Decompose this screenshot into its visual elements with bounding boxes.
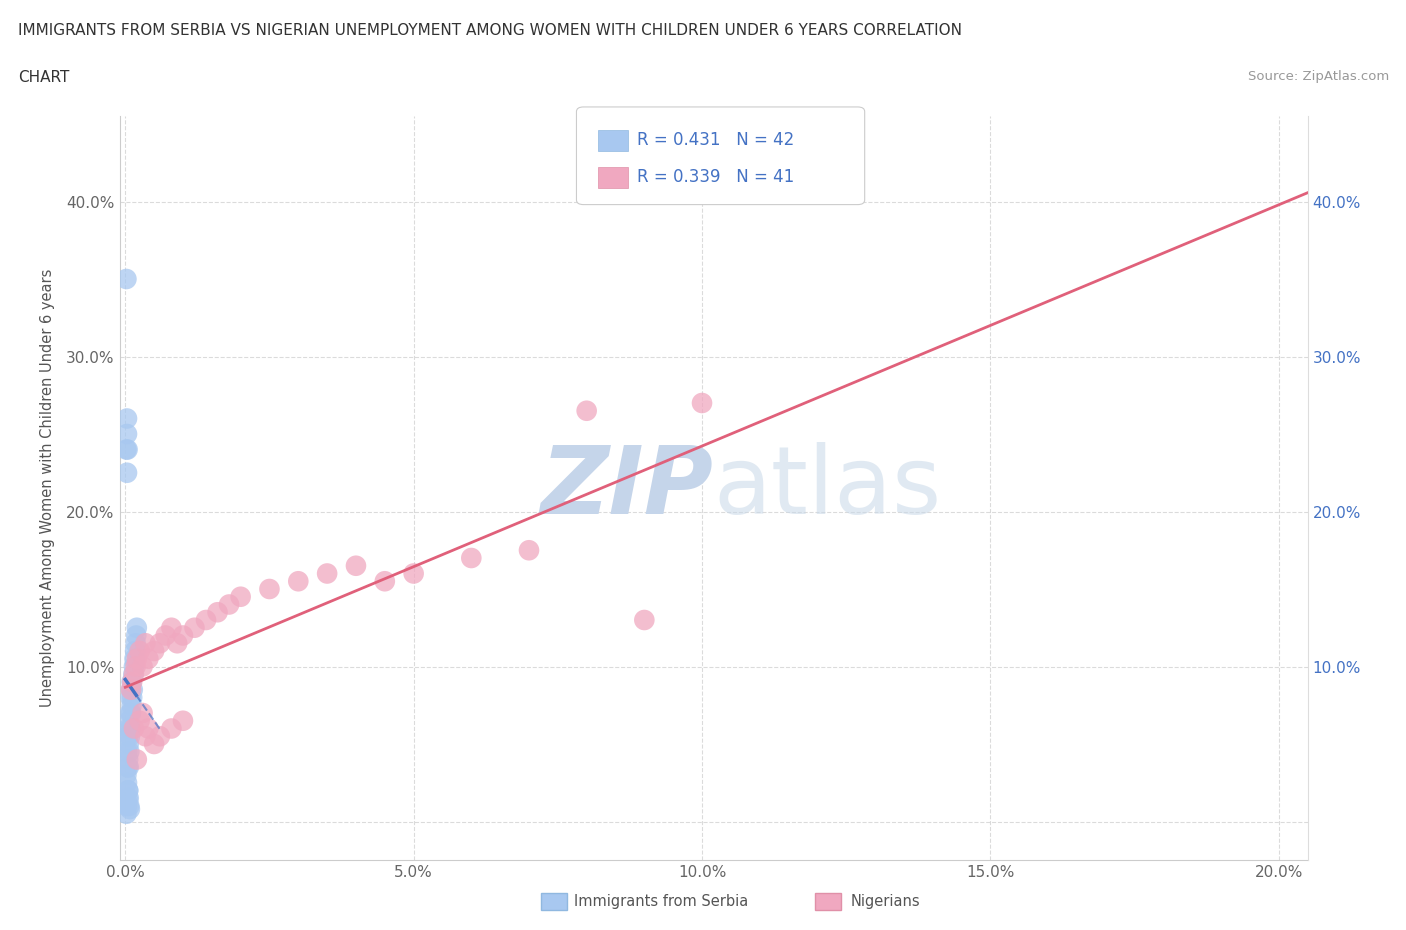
Point: [128, 713, 150, 728]
Point: [122, 721, 145, 736]
Point: [118, 799, 141, 814]
Point: [120, 683, 142, 698]
Point: [115, 799, 138, 814]
Point: [121, 690, 143, 705]
Point: [138, 651, 160, 666]
Point: [575, 404, 598, 418]
Point: [183, 620, 205, 635]
Point: [115, 776, 138, 790]
Text: Source: ZipAtlas.com: Source: ZipAtlas.com: [1249, 70, 1389, 83]
Point: [134, 729, 156, 744]
Point: [118, 802, 141, 817]
Point: [115, 272, 138, 286]
Point: [287, 574, 309, 589]
Point: [195, 613, 218, 628]
Text: Immigrants from Serbia: Immigrants from Serbia: [574, 894, 748, 909]
Point: [125, 651, 148, 666]
Text: ZIP: ZIP: [541, 443, 714, 534]
Point: [402, 566, 425, 581]
Point: [115, 806, 138, 821]
Point: [117, 783, 139, 798]
Point: [120, 690, 142, 705]
Point: [143, 644, 166, 658]
Point: [120, 721, 142, 736]
Point: [125, 752, 148, 767]
Point: [160, 721, 183, 736]
Point: [125, 620, 148, 635]
Point: [121, 683, 143, 698]
Point: [633, 613, 655, 628]
Point: [118, 760, 141, 775]
Point: [517, 543, 540, 558]
Point: [118, 706, 141, 721]
Point: [117, 752, 139, 767]
Point: [118, 790, 141, 805]
Point: [138, 721, 160, 736]
Point: [122, 667, 145, 682]
Point: [155, 628, 177, 643]
Point: [121, 674, 143, 689]
Point: [690, 395, 713, 410]
Point: [160, 620, 183, 635]
Point: [117, 783, 139, 798]
Point: [125, 628, 148, 643]
Text: R = 0.339   N = 41: R = 0.339 N = 41: [637, 168, 794, 186]
Point: [121, 698, 143, 712]
Point: [124, 659, 146, 674]
Point: [128, 644, 150, 658]
Point: [166, 636, 188, 651]
Point: [117, 442, 139, 457]
Point: [149, 636, 172, 651]
Point: [143, 737, 166, 751]
Point: [124, 636, 146, 651]
Point: [259, 581, 281, 596]
Point: [115, 411, 138, 426]
Text: Nigerians: Nigerians: [851, 894, 921, 909]
Point: [115, 442, 138, 457]
Point: [115, 744, 138, 759]
Point: [218, 597, 240, 612]
Point: [120, 706, 142, 721]
Point: [122, 659, 145, 674]
Point: [115, 767, 138, 782]
Point: [149, 729, 172, 744]
Point: [229, 590, 252, 604]
Point: [122, 667, 145, 682]
Point: [117, 721, 139, 736]
Point: [115, 465, 138, 480]
Point: [120, 683, 142, 698]
Point: [118, 729, 141, 744]
Point: [115, 427, 138, 442]
Point: [121, 674, 143, 689]
Point: [344, 558, 367, 573]
Point: [374, 574, 396, 589]
Point: [460, 551, 482, 565]
Point: [117, 760, 139, 775]
Point: [131, 659, 153, 674]
Point: [118, 744, 141, 759]
Text: R = 0.431   N = 42: R = 0.431 N = 42: [637, 131, 794, 149]
Text: CHART: CHART: [18, 70, 70, 85]
Point: [316, 566, 339, 581]
Point: [131, 706, 153, 721]
Point: [207, 604, 229, 619]
Text: atlas: atlas: [714, 443, 942, 534]
Point: [124, 644, 146, 658]
Text: IMMIGRANTS FROM SERBIA VS NIGERIAN UNEMPLOYMENT AMONG WOMEN WITH CHILDREN UNDER : IMMIGRANTS FROM SERBIA VS NIGERIAN UNEMP…: [18, 23, 962, 38]
Point: [172, 713, 194, 728]
Point: [118, 737, 141, 751]
Point: [118, 713, 141, 728]
Point: [124, 651, 146, 666]
Point: [134, 636, 156, 651]
Point: [117, 729, 139, 744]
Point: [117, 790, 139, 805]
Point: [172, 628, 194, 643]
Y-axis label: Unemployment Among Women with Children Under 6 years: Unemployment Among Women with Children U…: [39, 269, 55, 708]
